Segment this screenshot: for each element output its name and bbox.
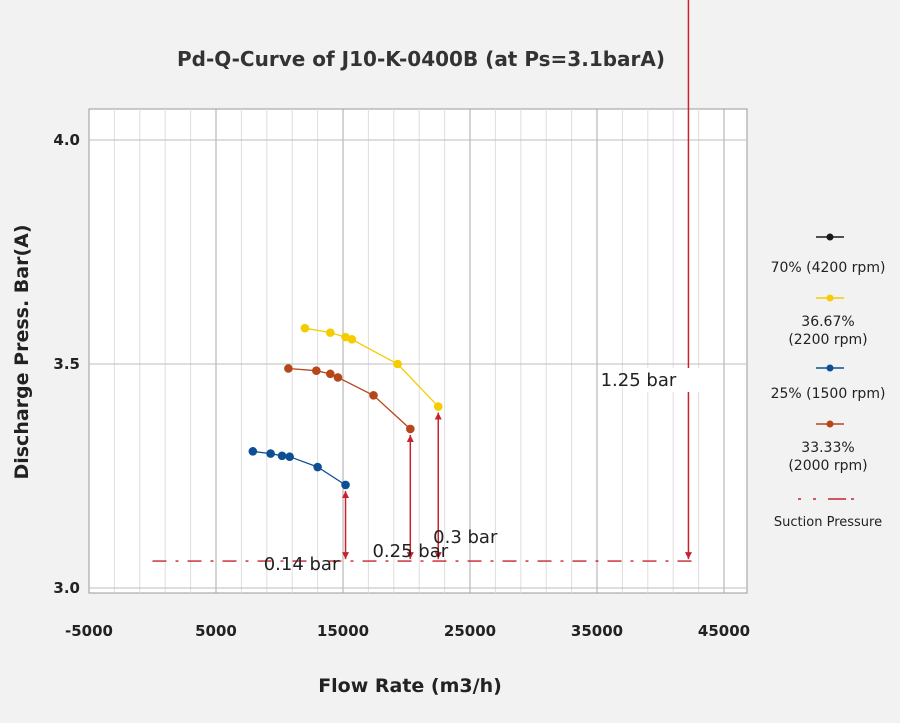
y-axis-title: Discharge Press. Bar(A) <box>11 224 33 479</box>
data-point <box>285 452 294 462</box>
annotation-arrowhead <box>434 552 442 560</box>
data-point <box>312 366 321 376</box>
chart-title: Pd-Q-Curve of J10-K-0400B (at Ps=3.1barA… <box>177 47 665 71</box>
annotation-arrowhead <box>342 552 350 560</box>
data-point <box>326 328 335 337</box>
annotation-arrowhead <box>342 490 350 498</box>
axis-ticks: -50005000150002500035000450003.03.54.04.… <box>53 131 750 640</box>
data-point <box>277 451 287 461</box>
plot-area <box>88 108 748 594</box>
x-tick-label: 15000 <box>317 622 369 640</box>
data-point <box>347 335 357 344</box>
legend-label: 70% (4200 rpm) <box>771 260 886 276</box>
legend-label: 25% (1500 rpm) <box>771 386 886 402</box>
x-tick-label: -5000 <box>65 622 113 640</box>
data-point <box>341 480 350 490</box>
legend-swatch-marker <box>826 233 834 241</box>
annotation-arrowhead <box>406 434 414 442</box>
data-point <box>284 364 293 373</box>
annotation-arrowhead <box>434 412 442 420</box>
data-point <box>433 402 443 411</box>
annotation-label: 0.3 bar <box>433 527 498 548</box>
y-tick-label: 3.5 <box>53 355 80 373</box>
legend-swatch-marker <box>826 420 834 428</box>
legend-label: (2200 rpm) <box>788 332 867 348</box>
legend-label: 36.67% <box>801 314 854 330</box>
annotation-arrowhead <box>684 552 692 560</box>
legend-label: (2000 rpm) <box>788 458 867 474</box>
series-layer <box>152 323 699 562</box>
data-point <box>300 323 310 333</box>
legend-swatch-marker <box>826 294 834 302</box>
y-tick-label: 4.0 <box>53 131 80 149</box>
data-point <box>406 424 415 434</box>
data-point <box>333 373 343 382</box>
data-point <box>266 449 275 458</box>
annotation-arrowhead <box>406 552 414 560</box>
data-point <box>313 462 322 472</box>
y-tick-label: 3.0 <box>53 579 80 597</box>
annotation-label-bg <box>636 368 717 392</box>
x-axis-title: Flow Rate (m3/h) <box>318 675 502 697</box>
legend: 70% (4200 rpm) 36.67% (2200 rpm) 25% (1500 … <box>771 233 886 530</box>
data-point <box>248 447 258 456</box>
x-tick-label: 5000 <box>195 622 237 640</box>
grid <box>89 109 747 593</box>
x-tick-label: 25000 <box>444 622 496 640</box>
annotation-label: 0.25 bar <box>372 541 448 562</box>
data-point <box>369 391 378 400</box>
x-tick-label: 35000 <box>571 622 623 640</box>
legend-label: 33.33% <box>801 440 854 456</box>
x-tick-label: 45000 <box>698 622 750 640</box>
legend-swatch-marker <box>826 364 834 372</box>
data-point <box>393 359 402 369</box>
annotation-label: 1.25 bar <box>601 370 677 391</box>
legend-label: Suction Pressure <box>774 515 882 530</box>
annotation-label: 0.14 bar <box>264 554 340 575</box>
data-point <box>326 369 335 379</box>
